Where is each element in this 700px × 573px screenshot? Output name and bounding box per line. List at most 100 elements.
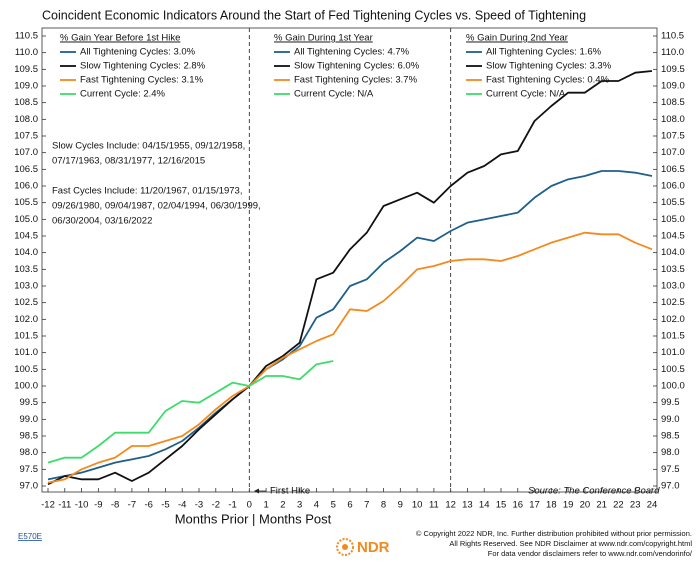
y-tick-label: 109.0 <box>14 81 38 92</box>
x-tick-label: 9 <box>398 500 403 511</box>
y2-tick-label: 108.0 <box>661 114 685 125</box>
y-tick-label: 106.5 <box>14 164 38 175</box>
logo-text: NDR <box>357 539 390 556</box>
x-tick-label: 18 <box>546 500 557 511</box>
x-tick-label: 21 <box>596 500 607 511</box>
y2-tick-label: 104.5 <box>661 231 685 242</box>
x-tick-label: 12 <box>445 500 456 511</box>
copyright: For data vendor disclaimers refer to www… <box>488 549 693 558</box>
series-line <box>47 231 653 484</box>
y-tick-label: 99.5 <box>20 397 39 408</box>
y2-tick-label: 98.5 <box>661 431 680 442</box>
legend-entry: Current Cycle: N/A <box>294 89 374 100</box>
annotation-arrowhead <box>254 488 259 494</box>
y2-tick-label: 110.5 <box>661 31 684 42</box>
y2-tick-label: 103.5 <box>661 264 685 275</box>
x-tick-label: -4 <box>178 500 186 511</box>
x-tick-label: 6 <box>347 500 352 511</box>
y-tick-label: 99.0 <box>20 414 39 425</box>
x-tick-label: 23 <box>630 500 641 511</box>
y-tick-label: 100.5 <box>14 364 38 375</box>
panel-title: % Gain Year Before 1st Hike <box>60 33 180 44</box>
y2-tick-label: 101.5 <box>661 331 685 342</box>
y-tick-label: 110.0 <box>15 47 38 58</box>
y-tick-label: 107.5 <box>14 131 38 142</box>
x-tick-label: 11 <box>429 500 439 511</box>
series-line <box>47 170 653 481</box>
x-tick-label: 4 <box>314 500 319 511</box>
y2-tick-label: 105.0 <box>661 214 685 225</box>
y-tick-label: 108.5 <box>14 97 38 108</box>
y-tick-label: 97.5 <box>20 464 39 475</box>
y2-tick-label: 97.5 <box>661 464 680 475</box>
note: Fast Cycles Include: 11/20/1967, 01/15/1… <box>52 186 242 197</box>
x-tick-label: 1 <box>263 500 268 511</box>
legend-entry: Fast Tightening Cycles: 3.7% <box>294 75 418 86</box>
y-tick-label: 100.0 <box>14 381 38 392</box>
x-tick-label: -1 <box>228 500 236 511</box>
y-tick-label: 97.0 <box>20 481 39 492</box>
x-tick-label: 5 <box>331 500 336 511</box>
x-tick-label: 8 <box>381 500 386 511</box>
y2-tick-label: 104.0 <box>661 247 685 258</box>
y-tick-label: 101.0 <box>14 347 38 358</box>
logo-mark <box>336 538 354 556</box>
series-line <box>47 70 653 486</box>
y2-tick-label: 100.0 <box>661 381 685 392</box>
x-tick-label: 16 <box>512 500 523 511</box>
y2-tick-label: 103.0 <box>661 281 685 292</box>
x-tick-label: 20 <box>580 500 591 511</box>
y2-tick-label: 97.0 <box>661 481 680 492</box>
y-tick-label: 109.5 <box>14 64 38 75</box>
x-tick-label: 3 <box>297 500 302 511</box>
y-tick-label: 102.0 <box>14 314 38 325</box>
y2-tick-label: 99.0 <box>661 414 680 425</box>
y2-tick-label: 108.5 <box>661 97 685 108</box>
legend-entry: Slow Tightening Cycles: 2.8% <box>80 61 206 72</box>
y-tick-label: 105.5 <box>14 197 38 208</box>
x-tick-label: 24 <box>647 500 658 511</box>
y-tick-label: 102.5 <box>14 297 38 308</box>
y2-tick-label: 101.0 <box>661 347 685 358</box>
legend-entry: All Tightening Cycles: 3.0% <box>80 47 196 58</box>
x-tick-label: -3 <box>195 500 203 511</box>
x-tick-label: -6 <box>144 500 152 511</box>
y-tick-label: 105.0 <box>14 214 38 225</box>
y2-tick-label: 107.5 <box>661 131 685 142</box>
y2-tick-label: 102.0 <box>661 314 685 325</box>
x-tick-label: 19 <box>563 500 574 511</box>
note: 07/17/1963, 08/31/1977, 12/16/2015 <box>52 156 205 167</box>
series-line <box>47 360 334 464</box>
y2-tick-label: 100.5 <box>661 364 685 375</box>
note: Slow Cycles Include: 04/15/1955, 09/12/1… <box>52 141 245 152</box>
y2-tick-label: 107.0 <box>661 147 685 158</box>
annotation: First Hike <box>270 486 310 497</box>
logo: NDR <box>336 538 390 556</box>
legend-entry: Slow Tightening Cycles: 6.0% <box>294 61 420 72</box>
legend-entry: All Tightening Cycles: 1.6% <box>486 47 602 58</box>
chart-code: E570E <box>18 532 42 541</box>
y2-tick-label: 109.0 <box>661 81 685 92</box>
y2-tick-label: 98.0 <box>661 447 680 458</box>
x-tick-label: -5 <box>161 500 169 511</box>
x-tick-label: 17 <box>529 500 540 511</box>
panel-title: % Gain During 2nd Year <box>466 33 568 44</box>
y-tick-label: 110.5 <box>15 31 38 42</box>
x-tick-label: 22 <box>613 500 624 511</box>
x-tick-label: 0 <box>247 500 252 511</box>
y-tick-label: 104.5 <box>14 231 38 242</box>
plot-frame <box>41 27 658 493</box>
y-tick-label: 106.0 <box>14 181 38 192</box>
y-tick-label: 103.5 <box>14 264 38 275</box>
y2-tick-label: 106.5 <box>661 164 685 175</box>
legend-entry: All Tightening Cycles: 4.7% <box>294 47 410 58</box>
x-tick-label: 13 <box>462 500 473 511</box>
panel-title: % Gain During 1st Year <box>274 33 373 44</box>
x-tick-label: 2 <box>280 500 285 511</box>
source: Source: The Conference Board <box>528 486 660 497</box>
note: 09/26/1980, 09/04/1987, 02/04/1994, 06/3… <box>52 201 261 212</box>
x-tick-label: -2 <box>212 500 220 511</box>
y2-tick-label: 102.5 <box>661 297 685 308</box>
y2-tick-label: 99.5 <box>661 397 680 408</box>
